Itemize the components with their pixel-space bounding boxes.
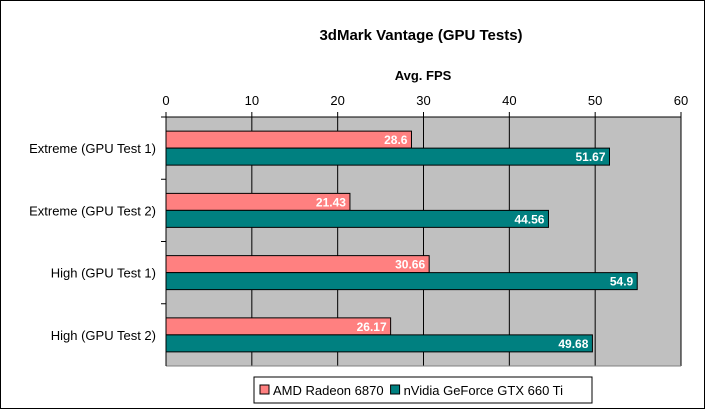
data-label: 21.43 [316,195,346,209]
axis-title: Avg. FPS [395,68,452,83]
legend-label: AMD Radeon 6870 [273,383,384,398]
category-label: High (GPU Test 1) [51,266,156,281]
tick-label: 40 [502,93,516,108]
bar [165,130,412,149]
tick-label: 10 [245,93,259,108]
legend [253,376,593,404]
tick-label: 0 [162,93,169,108]
chart-title: 3dMark Vantage (GPU Tests) [319,27,522,44]
data-label: 26.17 [357,320,387,334]
category-label: Extreme (GPU Test 2) [29,203,156,218]
tick-label: 20 [330,93,344,108]
data-label: 49.68 [558,337,588,351]
bar [165,334,593,353]
category-label: High (GPU Test 2) [51,328,156,343]
legend-swatch [259,384,270,395]
tick-label: 30 [416,93,430,108]
data-label: 51.67 [575,150,605,164]
bar [165,209,549,228]
legend-swatch [390,384,401,395]
data-label: 30.66 [395,258,425,272]
bar [165,147,611,166]
tick-label: 50 [588,93,602,108]
bar [165,272,638,291]
category-label: Extreme (GPU Test 1) [29,141,156,156]
tick-label: 60 [674,93,688,108]
legend-label: nVidia GeForce GTX 660 Ti [404,383,564,398]
data-label: 54.9 [610,275,634,289]
data-label: 28.6 [384,133,408,147]
data-label: 44.56 [514,212,544,226]
bar [165,255,430,274]
